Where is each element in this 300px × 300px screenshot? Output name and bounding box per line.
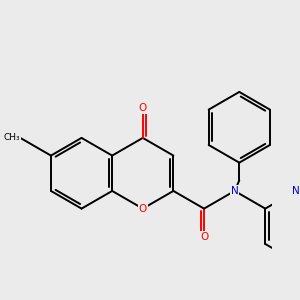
Text: O: O	[139, 103, 147, 113]
Text: N: N	[231, 186, 239, 196]
Text: N: N	[292, 186, 300, 196]
Text: O: O	[139, 204, 147, 214]
Text: CH₃: CH₃	[4, 134, 20, 142]
Text: O: O	[200, 232, 208, 242]
